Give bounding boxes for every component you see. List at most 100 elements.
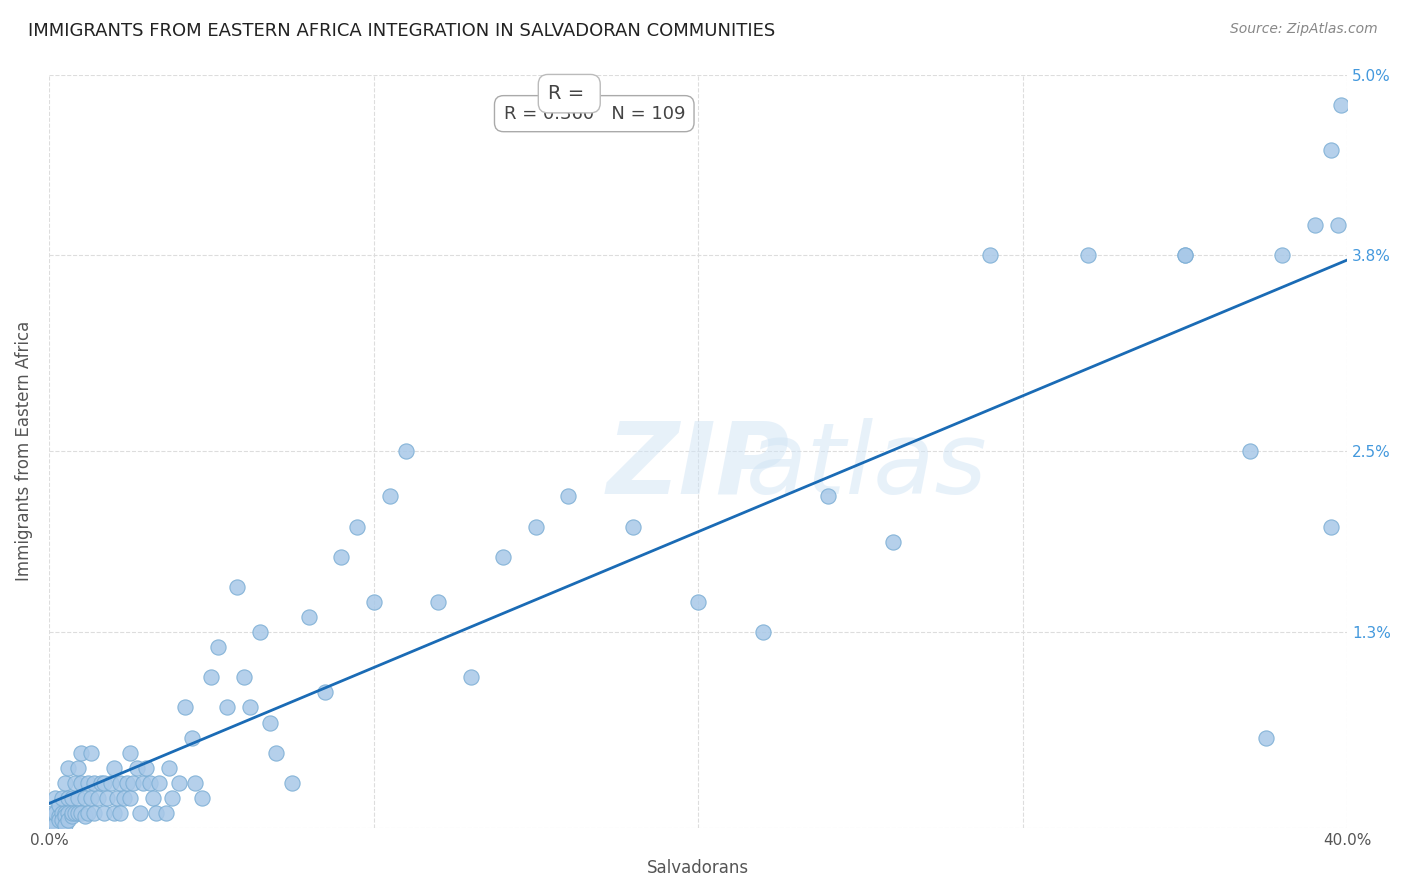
Point xyxy=(395,444,418,458)
Point xyxy=(122,776,145,790)
Point xyxy=(688,595,710,609)
Point xyxy=(60,805,83,820)
Point xyxy=(557,490,579,504)
Text: R = 0.360   N = 109: R = 0.360 N = 109 xyxy=(503,104,685,123)
Point xyxy=(882,534,904,549)
Point xyxy=(93,776,115,790)
Text: ZIP: ZIP xyxy=(606,417,790,515)
Point xyxy=(817,490,839,504)
Point xyxy=(112,790,135,805)
Point xyxy=(135,761,157,775)
Point xyxy=(157,761,180,775)
Point xyxy=(232,670,254,684)
Point xyxy=(41,805,63,820)
Point xyxy=(96,790,118,805)
Point xyxy=(155,805,177,820)
Point xyxy=(249,625,271,640)
Point xyxy=(70,776,93,790)
Point xyxy=(298,610,321,624)
Text: R =: R = xyxy=(548,84,591,103)
Point xyxy=(125,761,148,775)
Point xyxy=(53,776,76,790)
Point xyxy=(1256,731,1278,745)
Point xyxy=(63,776,86,790)
Point xyxy=(524,519,547,533)
Point xyxy=(48,798,70,813)
Point xyxy=(1303,218,1326,232)
Point xyxy=(330,549,353,564)
Point xyxy=(60,790,83,805)
Point xyxy=(190,790,212,805)
Point xyxy=(259,715,281,730)
Point xyxy=(1330,97,1353,112)
Point xyxy=(1239,444,1261,458)
Point xyxy=(41,814,63,828)
Point xyxy=(148,776,170,790)
Point xyxy=(63,805,86,820)
Point xyxy=(217,700,239,714)
Point xyxy=(105,790,128,805)
Point xyxy=(44,816,66,830)
Point xyxy=(44,790,66,805)
Point xyxy=(132,776,155,790)
Point xyxy=(73,790,96,805)
Point xyxy=(120,746,142,760)
Point xyxy=(83,776,105,790)
Point xyxy=(51,805,73,820)
Point xyxy=(200,670,222,684)
Point xyxy=(70,805,93,820)
Text: Source: ZipAtlas.com: Source: ZipAtlas.com xyxy=(1230,22,1378,37)
Point xyxy=(58,790,80,805)
Point xyxy=(80,790,103,805)
Point xyxy=(60,809,83,823)
Y-axis label: Immigrants from Eastern Africa: Immigrants from Eastern Africa xyxy=(15,321,32,582)
Point xyxy=(1174,248,1197,262)
Point xyxy=(103,761,125,775)
Point xyxy=(53,818,76,832)
Point xyxy=(1174,248,1197,262)
Point xyxy=(77,776,100,790)
Point xyxy=(167,776,190,790)
Point xyxy=(264,746,287,760)
Point xyxy=(67,790,90,805)
Point xyxy=(184,776,207,790)
Point xyxy=(128,805,150,820)
Point xyxy=(226,580,249,594)
Point xyxy=(83,805,105,820)
Point xyxy=(58,814,80,828)
Point xyxy=(103,805,125,820)
Point xyxy=(86,790,108,805)
Point xyxy=(67,805,90,820)
Point xyxy=(110,776,132,790)
Point xyxy=(51,814,73,828)
Point xyxy=(621,519,644,533)
Point xyxy=(115,776,138,790)
Point xyxy=(180,731,202,745)
Point xyxy=(90,776,112,790)
Point xyxy=(48,809,70,823)
Point xyxy=(207,640,229,655)
Point xyxy=(1320,143,1343,157)
Point xyxy=(48,814,70,828)
Point xyxy=(427,595,450,609)
Point xyxy=(492,549,515,564)
Point xyxy=(239,700,262,714)
Point xyxy=(1077,248,1099,262)
Point xyxy=(1326,218,1348,232)
Text: atlas: atlas xyxy=(747,417,987,515)
Point xyxy=(346,519,368,533)
Point xyxy=(110,805,132,820)
Point xyxy=(1320,519,1343,533)
Point xyxy=(138,776,160,790)
Point xyxy=(378,490,401,504)
Point xyxy=(281,776,304,790)
Point xyxy=(120,790,142,805)
Point xyxy=(979,248,1001,262)
Point xyxy=(142,790,165,805)
Point xyxy=(44,805,66,820)
X-axis label: Salvadorans: Salvadorans xyxy=(647,859,749,877)
Point xyxy=(363,595,385,609)
Point xyxy=(53,809,76,823)
Point xyxy=(73,809,96,823)
Point xyxy=(58,761,80,775)
